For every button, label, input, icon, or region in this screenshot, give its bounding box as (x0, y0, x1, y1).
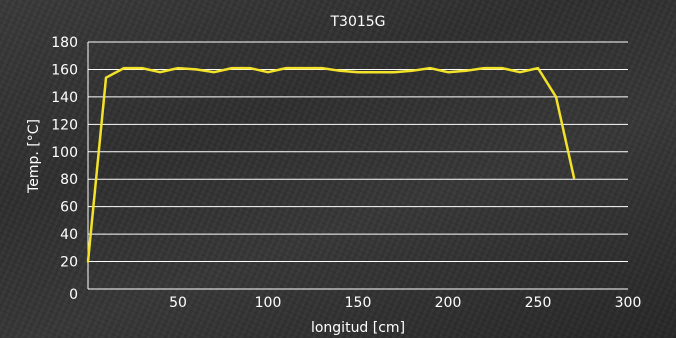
series-layer (86, 66, 576, 263)
x-tick-label-150: 150 (345, 295, 372, 311)
x-tick-label-250: 250 (525, 295, 552, 311)
y-tick-label-40: 40 (60, 227, 78, 243)
y-axis-title: Temp. [°C] (26, 119, 42, 194)
y-tick-label-160: 160 (51, 62, 78, 78)
chart-title: T3015G (329, 14, 385, 30)
series-line-0 (86, 66, 576, 263)
x-tick-label-200: 200 (435, 295, 462, 311)
axes (87, 42, 628, 290)
y-tick-label-140: 140 (51, 90, 78, 106)
y-tick-label-120: 120 (51, 117, 78, 133)
x-tick-label-100: 100 (255, 295, 282, 311)
y-tick-label-180: 180 (51, 35, 78, 51)
y-tick-label-60: 60 (60, 200, 78, 216)
x-tick-label-50: 50 (169, 295, 187, 311)
tick-labels: 0 20 40 60 80 100 120 140 160 180 50 100 150 200 250 30… (51, 35, 641, 311)
y-tick-label-80: 80 (60, 172, 78, 188)
x-axis-title: longitud [cm] (311, 320, 405, 336)
y-tick-label-0: 0 (69, 287, 78, 303)
y-tick-label-100: 100 (51, 145, 78, 161)
y-tick-label-20: 20 (60, 255, 78, 271)
grid-lines (88, 41, 628, 263)
x-tick-label-300: 300 (615, 295, 642, 311)
